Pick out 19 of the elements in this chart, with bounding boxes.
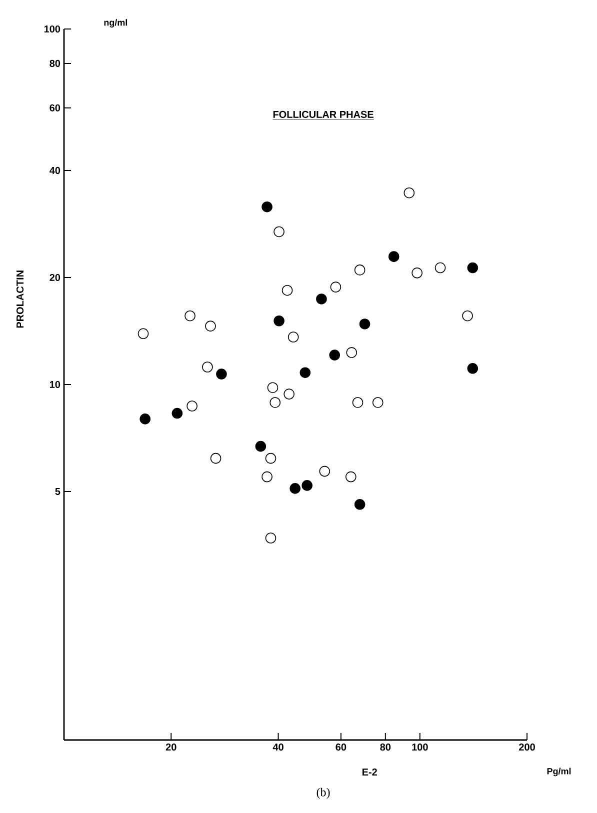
x-tick-label: 80 bbox=[380, 744, 391, 751]
y-tick-label: 10 bbox=[50, 380, 60, 388]
x-tick-label: 60 bbox=[336, 744, 346, 751]
x-tick-label: 20 bbox=[166, 744, 176, 751]
text: ng/ml bbox=[104, 19, 128, 28]
y-axis-title: PROLACTIN bbox=[16, 270, 24, 328]
x-tick-label: 200 bbox=[519, 744, 535, 751]
text: Pg/ml bbox=[547, 768, 571, 776]
x-tick-label: 40 bbox=[272, 744, 284, 751]
y-tick-label: 60 bbox=[50, 104, 60, 112]
y-tick-label: 20 bbox=[50, 274, 60, 282]
y-tick-label: 5 bbox=[55, 488, 60, 495]
x-axis-title: E-2 bbox=[362, 768, 377, 776]
x-tick-label: 100 bbox=[412, 744, 428, 751]
text: (b) bbox=[316, 788, 330, 799]
y-tick-label: 100 bbox=[44, 25, 60, 33]
y-tick-label: 80 bbox=[50, 60, 60, 67]
text: FOLLICULAR PHASE bbox=[273, 110, 374, 118]
y-tick-label: 40 bbox=[50, 166, 60, 174]
